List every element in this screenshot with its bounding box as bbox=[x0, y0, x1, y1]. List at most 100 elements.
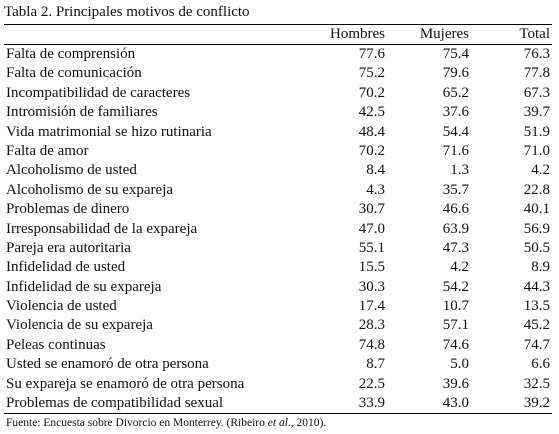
cell-mujeres: 54.4 bbox=[442, 123, 469, 140]
cell-mujeres: 1.3 bbox=[450, 162, 469, 179]
table-row: Peleas continuas 74.8 74.6 74.7 bbox=[4, 336, 552, 355]
cell-mujeres: 79.6 bbox=[442, 65, 469, 82]
cell-total: 6.6 bbox=[531, 356, 550, 373]
table-row: Infidelidad de usted 15.5 4.2 8.9 bbox=[4, 258, 552, 277]
row-label: Falta de amor bbox=[6, 142, 89, 159]
cell-hombres: 70.2 bbox=[358, 84, 385, 101]
cell-total: 32.5 bbox=[523, 375, 550, 392]
table-row: Vida matrimonial se hizo rutinaria 48.4 54… bbox=[4, 123, 552, 142]
table-row: Problemas de dinero 30.7 46.6 40.1 bbox=[4, 200, 552, 219]
table-row: Problemas de compatibilidad sexual 33.9 43… bbox=[4, 394, 552, 413]
cell-total: 40.1 bbox=[523, 201, 550, 218]
row-label: Pareja era autoritaria bbox=[6, 239, 131, 256]
cell-hombres: 47.0 bbox=[358, 220, 385, 237]
cell-hombres: 74.8 bbox=[358, 336, 385, 353]
row-label: Infidelidad de su expareja bbox=[6, 278, 162, 295]
row-label: Alcoholismo de usted bbox=[6, 162, 137, 179]
cell-total: 8.9 bbox=[531, 259, 550, 276]
table-row: Usted se enamoró de otra persona 8.7 5.0 6.… bbox=[4, 355, 552, 374]
cell-hombres: 28.3 bbox=[358, 317, 385, 334]
source-prefix: Fuente: Encuesta sobre Divorcio en Monte… bbox=[6, 417, 268, 429]
cell-hombres: 55.1 bbox=[358, 239, 385, 256]
source-suffix: ., 2010). bbox=[287, 417, 327, 429]
cell-total: 22.8 bbox=[523, 181, 550, 198]
header-total: Total bbox=[519, 26, 550, 42]
table-row: Infidelidad de su expareja 30.3 54.2 44.3 bbox=[4, 278, 552, 297]
cell-total: 74.7 bbox=[523, 336, 550, 353]
header-hombres: Hombres bbox=[330, 26, 385, 42]
header-mujeres: Mujeres bbox=[419, 26, 469, 42]
cell-total: 13.5 bbox=[523, 298, 550, 315]
cell-mujeres: 46.6 bbox=[442, 201, 469, 218]
cell-mujeres: 10.7 bbox=[442, 298, 469, 315]
cell-hombres: 75.2 bbox=[358, 65, 385, 82]
row-label: Violencia de usted bbox=[6, 298, 117, 315]
cell-total: 51.9 bbox=[523, 123, 550, 140]
table-row: Alcoholismo de usted 8.4 1.3 4.2 bbox=[4, 161, 552, 180]
table-title: Tabla 2. Principales motivos de conflict… bbox=[4, 4, 250, 20]
cell-hombres: 70.2 bbox=[358, 142, 385, 159]
cell-hombres: 15.5 bbox=[358, 259, 385, 276]
table-row: Violencia de usted 17.4 10.7 13.5 bbox=[4, 297, 552, 316]
cell-hombres: 17.4 bbox=[358, 298, 385, 315]
table-row: Incompatibilidad de caracteres 70.2 65.2 67… bbox=[4, 84, 552, 103]
table-row: Irresponsabilidad de la expareja 47.0 63.9… bbox=[4, 220, 552, 239]
source-note: Fuente: Encuesta sobre Divorcio en Monte… bbox=[6, 416, 326, 430]
cell-total: 71.0 bbox=[523, 142, 550, 159]
row-label: Usted se enamoró de otra persona bbox=[6, 356, 209, 373]
cell-hombres: 8.4 bbox=[366, 162, 385, 179]
table-body: Falta de comprensión 77.6 75.4 76.3 Falta de… bbox=[4, 45, 552, 413]
cell-hombres: 30.3 bbox=[358, 278, 385, 295]
source-italic: et al bbox=[267, 417, 288, 429]
row-label: Vida matrimonial se hizo rutinaria bbox=[6, 123, 212, 140]
row-label: Incompatibilidad de caracteres bbox=[6, 84, 191, 101]
row-label: Infidelidad de usted bbox=[6, 259, 126, 276]
cell-total: 39.2 bbox=[523, 395, 550, 412]
cell-total: 4.2 bbox=[531, 162, 550, 179]
row-label: Problemas de compatibilidad sexual bbox=[6, 395, 224, 412]
row-label: Alcoholismo de su expareja bbox=[6, 181, 174, 198]
cell-total: 50.5 bbox=[523, 239, 550, 256]
table-row: Falta de comunicación 75.2 79.6 77.8 bbox=[4, 64, 552, 83]
cell-hombres: 22.5 bbox=[358, 375, 385, 392]
cell-mujeres: 4.2 bbox=[450, 259, 469, 276]
cell-mujeres: 71.6 bbox=[442, 142, 469, 159]
cell-total: 56.9 bbox=[523, 220, 550, 237]
cell-hombres: 42.5 bbox=[358, 104, 385, 121]
cell-hombres: 8.7 bbox=[366, 356, 385, 373]
row-label: Falta de comunicación bbox=[6, 65, 142, 82]
row-label: Irresponsabilidad de la expareja bbox=[6, 220, 198, 237]
cell-total: 77.8 bbox=[523, 65, 550, 82]
table-row: Alcoholismo de su expareja 4.3 35.7 22.8 bbox=[4, 181, 552, 200]
row-label: Problemas de dinero bbox=[6, 201, 130, 218]
table-row: Intromisión de familiares 42.5 37.6 39.7 bbox=[4, 103, 552, 122]
cell-hombres: 33.9 bbox=[358, 395, 385, 412]
cell-mujeres: 54.2 bbox=[442, 278, 469, 295]
cell-mujeres: 37.6 bbox=[442, 104, 469, 121]
table-row: Su expareja se enamoró de otra persona 22… bbox=[4, 375, 552, 394]
cell-mujeres: 75.4 bbox=[442, 46, 469, 62]
table-row: Falta de comprensión 77.6 75.4 76.3 bbox=[4, 45, 552, 64]
cell-total: 39.7 bbox=[523, 104, 550, 121]
row-label: Falta de comprensión bbox=[6, 46, 136, 62]
table-row: Violencia de su expareja 28.3 57.1 45.2 bbox=[4, 316, 552, 335]
row-label: Su expareja se enamoró de otra persona bbox=[6, 375, 245, 392]
cell-hombres: 48.4 bbox=[358, 123, 385, 140]
cell-mujeres: 5.0 bbox=[450, 356, 469, 373]
header-label bbox=[4, 25, 304, 44]
row-label: Violencia de su expareja bbox=[6, 317, 153, 334]
cell-mujeres: 35.7 bbox=[442, 181, 469, 198]
row-label: Intromisión de familiares bbox=[6, 104, 158, 121]
table-header-row: Hombres Mujeres Total bbox=[4, 25, 552, 45]
cell-mujeres: 65.2 bbox=[442, 84, 469, 101]
cell-hombres: 30.7 bbox=[358, 201, 385, 218]
cell-total: 45.2 bbox=[523, 317, 550, 334]
cell-mujeres: 47.3 bbox=[442, 239, 469, 256]
cell-total: 76.3 bbox=[523, 46, 550, 62]
cell-hombres: 77.6 bbox=[358, 46, 385, 62]
cell-mujeres: 39.6 bbox=[442, 375, 469, 392]
cell-total: 67.3 bbox=[523, 84, 550, 101]
cell-mujeres: 57.1 bbox=[442, 317, 469, 334]
conflict-table: Hombres Mujeres Total Falta de comprensi… bbox=[4, 24, 552, 415]
table-row: Falta de amor 70.2 71.6 71.0 bbox=[4, 142, 552, 161]
